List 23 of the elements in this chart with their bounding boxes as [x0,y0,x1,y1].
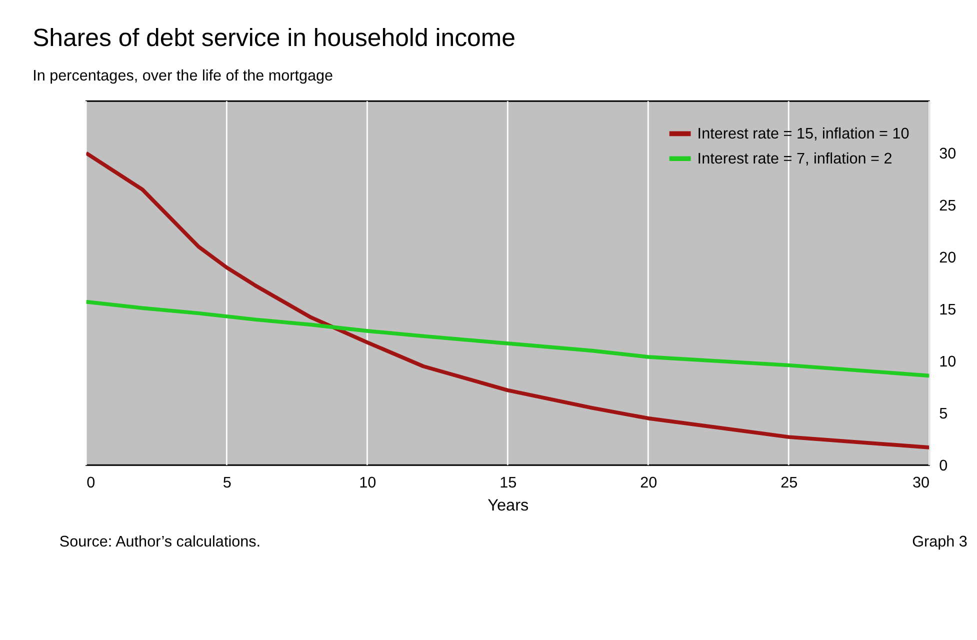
y-tick-label: 30 [939,145,956,162]
chart-title: Shares of debt service in household income [32,24,516,52]
line-series [86,151,930,450]
x-tick-label: 10 [359,474,376,492]
x-tick-label: 0 [86,474,96,492]
legend-label: Interest rate = 7, inflation = 2 [697,150,892,168]
line-series [86,300,930,378]
y-tick-label: 25 [939,197,956,214]
x-tick-label: 30 [912,474,930,492]
legend-label: Interest rate = 15, inflation = 10 [697,125,910,142]
x-axis-title: Years [488,496,529,515]
x-tick-label: 25 [780,474,798,492]
source-note: Source: Author’s calculations. [59,534,261,551]
x-tick-label: 20 [640,474,658,492]
y-tick-label: 20 [939,249,956,266]
y-tick-label: 5 [939,405,948,422]
y-tick-label: 10 [939,353,956,370]
x-tick-label: 15 [500,474,517,492]
chart-subtitle: In percentages, over the life of the mortgage [32,67,334,84]
caption: Graph 3 [912,534,968,551]
y-tick-label: 0 [939,457,948,474]
y-tick-label: 15 [939,301,956,318]
x-tick-label: 5 [222,474,232,492]
